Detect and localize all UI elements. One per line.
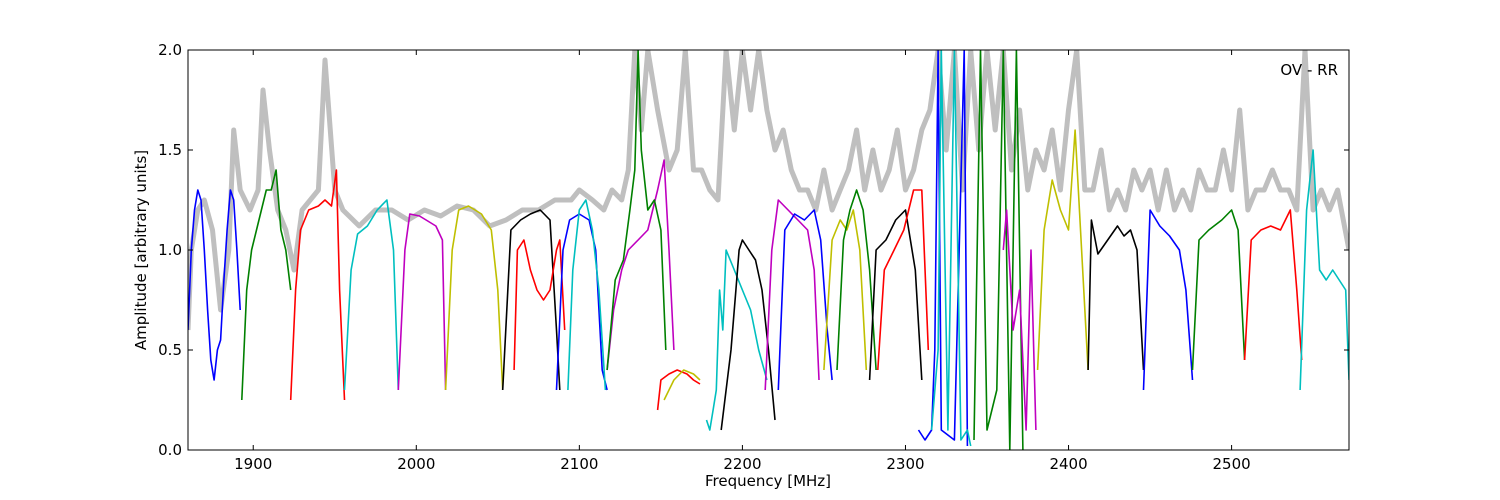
x-tick-label: 1900 bbox=[234, 455, 272, 473]
y-tick-label: 2.0 bbox=[158, 41, 182, 59]
x-axis-label: Frequency [MHz] bbox=[705, 472, 831, 490]
series-line-5 bbox=[444, 205, 504, 391]
series-line-8 bbox=[555, 213, 608, 391]
x-tick-label: 2000 bbox=[397, 455, 435, 473]
series-line-29 bbox=[1191, 209, 1246, 371]
background-envelope bbox=[188, 50, 1349, 331]
x-tick-label: 2400 bbox=[1049, 455, 1087, 473]
series-line-14 bbox=[705, 249, 768, 431]
series-line-22 bbox=[917, 50, 969, 447]
series-line-21 bbox=[877, 189, 930, 371]
x-tick-label: 2300 bbox=[886, 455, 924, 473]
series-line-25 bbox=[1002, 209, 1037, 431]
series-line-1 bbox=[241, 169, 292, 401]
series-line-28 bbox=[1142, 209, 1194, 391]
series-line-6 bbox=[501, 209, 561, 391]
series-layer bbox=[188, 50, 1349, 450]
y-tick-label: 0.0 bbox=[158, 441, 182, 459]
series-line-24 bbox=[973, 50, 1024, 450]
series-line-31 bbox=[1299, 149, 1349, 391]
x-tick-label: 2100 bbox=[560, 455, 598, 473]
series-line-26 bbox=[1036, 129, 1089, 371]
x-tick-label: 2500 bbox=[1213, 455, 1251, 473]
series-line-11 bbox=[606, 50, 667, 371]
series-line-13 bbox=[663, 369, 701, 401]
chart-annotation: OV - RR bbox=[1280, 61, 1338, 79]
y-tick-label: 0.5 bbox=[158, 341, 182, 359]
y-tick-label: 1.0 bbox=[158, 241, 182, 259]
series-line-9 bbox=[567, 199, 607, 391]
series-line-16 bbox=[764, 199, 820, 391]
series-line-20 bbox=[868, 209, 923, 381]
series-line-23 bbox=[930, 50, 972, 447]
series-line-4 bbox=[397, 213, 447, 391]
y-axis-label: Amplitude [arbitrary units] bbox=[132, 150, 150, 350]
series-line-18 bbox=[823, 209, 868, 371]
series-line-7 bbox=[513, 239, 566, 371]
series-line-0 bbox=[188, 189, 241, 381]
x-tick-label: 2200 bbox=[723, 455, 761, 473]
y-tick-label: 1.5 bbox=[158, 141, 182, 159]
series-line-27 bbox=[1087, 219, 1145, 371]
series-line-19 bbox=[836, 189, 877, 371]
series-line-17 bbox=[777, 209, 833, 391]
x-axis: 1900 2000 2100 2200 2300 2400 2500 bbox=[234, 50, 1251, 473]
series-line-15 bbox=[720, 239, 776, 431]
series-line-10 bbox=[606, 159, 675, 371]
envelope-layer bbox=[188, 50, 1349, 331]
y-axis: 0.0 0.5 1.0 1.5 2.0 bbox=[158, 41, 1349, 459]
series-line-2 bbox=[289, 169, 346, 401]
series-line-3 bbox=[343, 199, 400, 391]
series-line-12 bbox=[656, 369, 701, 411]
series-line-30 bbox=[1243, 209, 1303, 361]
